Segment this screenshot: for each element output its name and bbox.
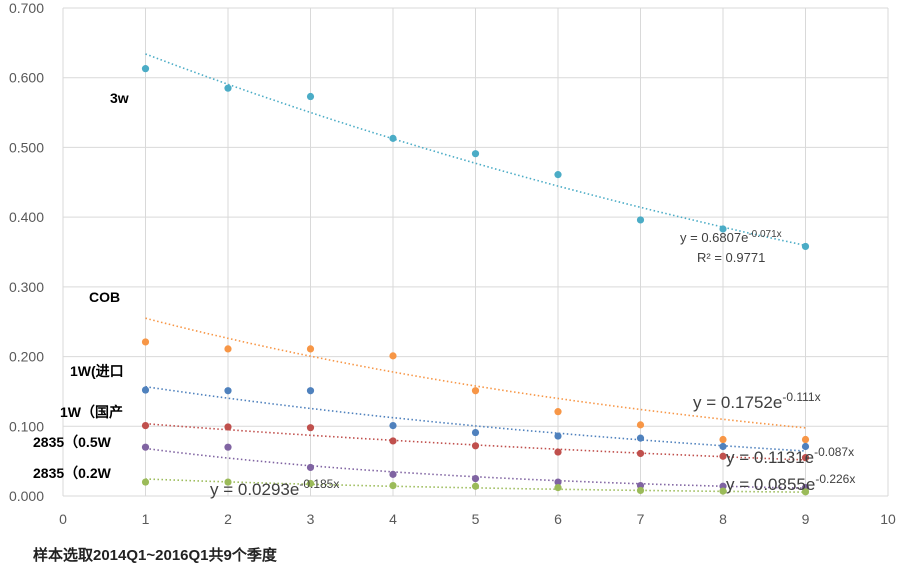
data-point-series-0	[801, 242, 810, 251]
y-tick-label: 0.100	[9, 418, 44, 434]
data-point-series-4	[306, 463, 315, 472]
data-point-series-1	[306, 345, 315, 353]
data-point-series-1	[554, 408, 562, 416]
data-point-series-2	[636, 434, 645, 442]
equation-1w-import: y = 0.1131e-0.087x	[726, 445, 854, 467]
data-point-series-0	[554, 171, 562, 179]
data-point-series-0	[141, 65, 150, 73]
data-point-series-1	[719, 435, 727, 444]
data-point-series-0	[719, 225, 727, 233]
data-point-series-4	[224, 443, 232, 451]
trendline-series-1	[145, 317, 806, 429]
data-point-series-0	[471, 150, 480, 158]
data-point-series-5	[636, 486, 645, 495]
data-point-series-5	[554, 484, 562, 492]
trendline-series-0	[145, 53, 806, 247]
series-label-2835-05w: 2835（0.5W	[33, 434, 112, 450]
equation-3w: y = 0.6807e-0.071x	[680, 229, 782, 245]
series-label-2835-02w: 2835（0.2W	[33, 465, 112, 481]
data-point-series-0	[224, 84, 232, 92]
x-tick-label: 9	[802, 511, 810, 527]
data-point-series-5	[141, 478, 150, 486]
data-point-series-3	[554, 448, 562, 456]
x-tick-label: 7	[637, 511, 645, 527]
data-point-series-3	[141, 421, 150, 430]
series-label-1w-import: 1W(进口	[70, 363, 124, 379]
data-point-series-2	[471, 428, 480, 437]
y-tick-label: 0.300	[9, 279, 44, 295]
y-tick-label: 0.600	[9, 70, 44, 86]
data-point-series-1	[801, 435, 810, 444]
data-point-series-2	[141, 386, 150, 394]
axis-tick-labels: 0.000 0.100 0.200 0.300 0.400 0.500 0.600 0.700…	[9, 0, 896, 527]
series-label-1w-domestic: 1W（国产	[60, 404, 123, 420]
data-point-series-3	[224, 423, 232, 431]
y-tick-label: 0.000	[9, 488, 44, 504]
data-point-series-4	[554, 478, 562, 486]
data-point-series-5	[306, 479, 315, 488]
data-point-series-5	[719, 487, 727, 495]
equation-cob: y = 0.1752e-0.111x	[693, 390, 821, 412]
x-tick-label: 0	[59, 511, 67, 527]
data-point-series-1	[224, 345, 232, 353]
y-tick-label: 0.200	[9, 349, 44, 365]
data-point-series-0	[306, 92, 315, 101]
trendline-series-2	[145, 385, 806, 452]
data-point-series-0	[636, 216, 645, 224]
y-tick-label: 0.700	[9, 0, 44, 16]
data-point-series-4	[471, 474, 480, 483]
data-point-series-2	[554, 432, 562, 440]
data-points	[141, 65, 810, 496]
x-tick-label: 10	[880, 511, 896, 527]
series-label-cob: COB	[89, 289, 120, 305]
series-label-3w: 3w	[110, 90, 129, 106]
x-tick-label: 8	[719, 511, 727, 527]
data-point-series-3	[471, 442, 480, 450]
x-tick-label: 5	[472, 511, 480, 527]
x-tick-label: 4	[389, 511, 397, 527]
data-point-series-1	[389, 352, 397, 360]
data-point-series-1	[471, 387, 480, 395]
data-point-series-4	[389, 470, 397, 478]
data-point-series-2	[224, 387, 232, 395]
data-point-series-1	[141, 338, 150, 346]
data-point-series-2	[719, 442, 727, 451]
data-point-series-3	[719, 452, 727, 460]
data-point-series-2	[306, 387, 315, 395]
data-point-series-3	[801, 454, 810, 462]
data-point-series-5	[389, 481, 397, 490]
trendlines	[145, 53, 806, 493]
x-tick-label: 1	[142, 511, 150, 527]
equation-2835-02w: y = 0.0293e-0.185x	[210, 477, 339, 499]
x-tick-label: 3	[307, 511, 315, 527]
data-point-series-5	[224, 478, 232, 486]
r-squared-3w: R² = 0.9771	[697, 250, 765, 265]
y-tick-label: 0.400	[9, 209, 44, 225]
equation-2835-05w: y = 0.0855e-0.226x	[726, 472, 855, 494]
data-point-series-3	[389, 437, 397, 445]
x-tick-label: 2	[224, 511, 232, 527]
data-point-series-0	[389, 134, 397, 142]
x-tick-label: 6	[554, 511, 562, 527]
data-point-series-3	[306, 424, 315, 432]
data-point-series-4	[141, 443, 150, 451]
data-point-series-2	[389, 421, 397, 430]
data-point-series-2	[801, 442, 810, 451]
y-tick-label: 0.500	[9, 139, 44, 155]
data-point-series-3	[636, 449, 645, 458]
data-point-series-1	[636, 421, 645, 429]
data-point-series-5	[801, 488, 810, 496]
data-point-series-5	[471, 482, 480, 490]
chart-footnote: 样本选取2014Q1~2016Q1共9个季度	[33, 546, 278, 564]
